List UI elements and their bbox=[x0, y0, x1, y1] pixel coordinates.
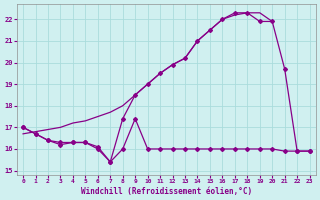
X-axis label: Windchill (Refroidissement éolien,°C): Windchill (Refroidissement éolien,°C) bbox=[81, 187, 252, 196]
